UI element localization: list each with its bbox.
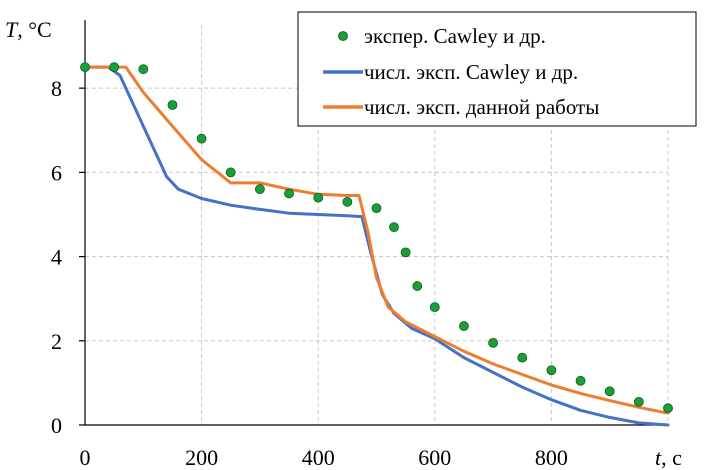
y-tick-label: 4 xyxy=(51,245,62,270)
data-point xyxy=(225,167,236,178)
x-tick-label: 400 xyxy=(302,445,335,470)
series-points xyxy=(80,62,673,414)
legend: экспер. Cawley и др. числ. эксп. Cawley … xyxy=(297,11,697,127)
series-lines xyxy=(83,65,670,427)
axes xyxy=(79,20,668,426)
data-point xyxy=(342,196,353,207)
x-tick-label: 200 xyxy=(185,445,218,470)
series-line-1 xyxy=(83,65,670,427)
y-tick-label: 6 xyxy=(51,160,62,185)
legend-marker-experimental xyxy=(338,31,348,41)
x-tick-label: 800 xyxy=(535,445,568,470)
y-axis-title: T, °C xyxy=(5,17,52,42)
data-point xyxy=(459,321,469,331)
series-line-2 xyxy=(83,65,670,415)
x-tick-label: 0 xyxy=(80,445,91,470)
data-point xyxy=(109,62,120,73)
data-point xyxy=(400,247,411,258)
legend-label-cawley-numeric: числ. эксп. Cawley и др. xyxy=(364,60,578,84)
data-point xyxy=(313,192,324,203)
data-point xyxy=(604,386,615,397)
data-point xyxy=(546,365,557,376)
data-point xyxy=(575,375,586,386)
legend-label-this-work: числ. эксп. данной работы xyxy=(364,95,599,119)
data-point xyxy=(80,62,90,73)
data-point xyxy=(429,302,440,313)
y-tick-label: 2 xyxy=(51,329,62,354)
x-axis-title: t, c xyxy=(655,445,682,470)
data-point xyxy=(633,396,644,407)
data-point xyxy=(412,281,423,291)
data-point xyxy=(488,337,499,348)
data-point xyxy=(371,203,382,214)
legend-box xyxy=(297,11,697,127)
y-tick-labels: 0 2 4 6 8 xyxy=(51,76,62,438)
x-tick-label: 600 xyxy=(418,445,451,470)
data-point xyxy=(254,184,265,195)
legend-label-experimental: экспер. Cawley и др. xyxy=(364,24,546,48)
y-tick-label: 0 xyxy=(51,413,62,438)
data-point xyxy=(389,222,399,233)
data-point xyxy=(663,403,673,414)
data-point xyxy=(167,100,178,110)
data-point xyxy=(138,64,149,75)
y-tick-label: 8 xyxy=(51,76,62,101)
x-tick-labels: 0 200 400 600 800 xyxy=(80,445,568,470)
data-point xyxy=(196,133,207,144)
data-point xyxy=(517,352,528,363)
data-point xyxy=(284,188,294,199)
